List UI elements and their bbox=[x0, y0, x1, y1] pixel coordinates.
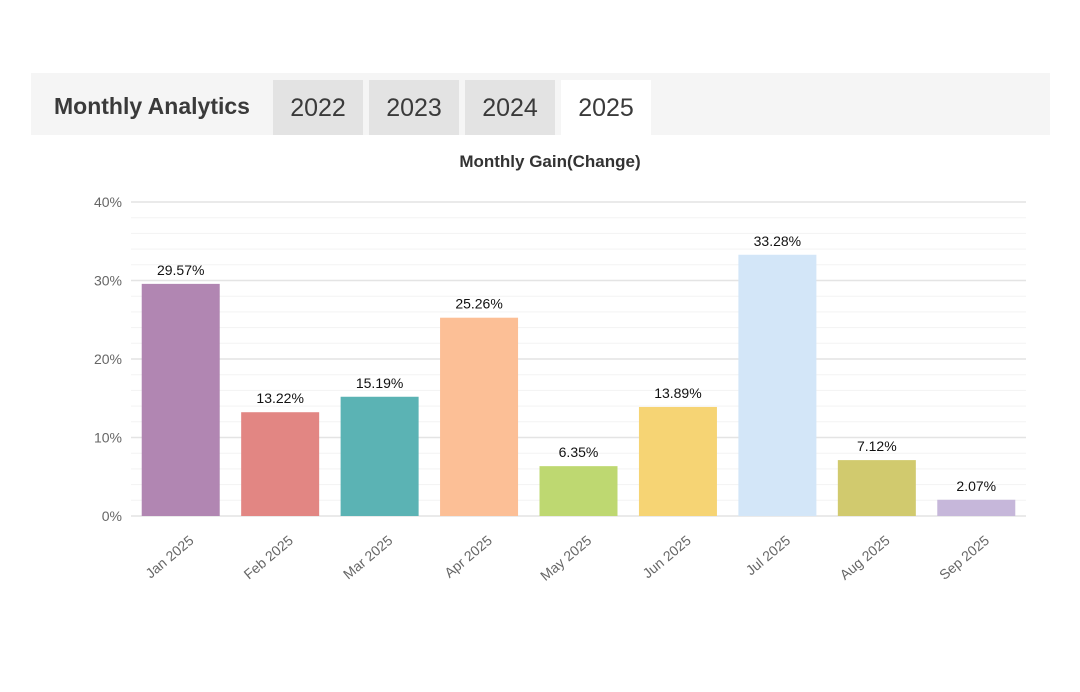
x-tick-label: Jun 2025 bbox=[639, 532, 694, 581]
data-label: 6.35% bbox=[559, 444, 599, 460]
x-tick-label: Mar 2025 bbox=[340, 532, 396, 582]
page-title: Monthly Analytics bbox=[54, 93, 250, 119]
x-tick-label: May 2025 bbox=[537, 532, 595, 584]
bar bbox=[738, 254, 817, 516]
tab-2024[interactable]: 2024 bbox=[465, 80, 555, 135]
x-axis: Jan 2025 Feb 2025 Mar 2025 Apr 2025 May 2025… bbox=[142, 532, 992, 584]
data-label: 7.12% bbox=[857, 438, 897, 454]
tab-2023[interactable]: 2023 bbox=[369, 80, 459, 135]
bar bbox=[837, 460, 916, 516]
x-tick-label: Jul 2025 bbox=[742, 532, 793, 578]
data-label: 29.57% bbox=[157, 262, 204, 278]
x-tick-label: Jan 2025 bbox=[142, 532, 197, 581]
x-tick-label: Feb 2025 bbox=[240, 532, 296, 582]
tab-2022[interactable]: 2022 bbox=[273, 80, 363, 135]
bar bbox=[141, 283, 220, 516]
y-axis: 0% 10% 20% 30% 40% bbox=[94, 194, 122, 524]
bar bbox=[937, 499, 1016, 516]
bars bbox=[141, 254, 1016, 516]
y-tick-label: 0% bbox=[102, 508, 122, 524]
data-label: 33.28% bbox=[754, 233, 801, 249]
bar bbox=[241, 412, 320, 516]
bar bbox=[340, 396, 419, 516]
x-tick-label: Apr 2025 bbox=[441, 532, 495, 581]
data-label: 13.89% bbox=[654, 385, 701, 401]
bar bbox=[440, 317, 519, 516]
data-label: 15.19% bbox=[356, 375, 403, 391]
chart-title: Monthly Gain(Change) bbox=[459, 152, 640, 171]
data-label: 2.07% bbox=[956, 478, 996, 494]
x-tick-label: Sep 2025 bbox=[936, 532, 992, 583]
data-label: 25.26% bbox=[455, 296, 502, 312]
bar bbox=[638, 406, 717, 516]
data-label: 13.22% bbox=[256, 390, 303, 406]
y-tick-label: 20% bbox=[94, 351, 122, 367]
y-tick-label: 10% bbox=[94, 430, 122, 446]
bar bbox=[539, 466, 618, 516]
analytics-header: Monthly Analytics 2022 2023 2024 2025 bbox=[31, 73, 1050, 135]
y-tick-label: 30% bbox=[94, 273, 122, 289]
data-labels: 29.57% 13.22% 15.19% 25.26% 6.35% 13.89% 33.28… bbox=[157, 233, 996, 494]
x-tick-label: Aug 2025 bbox=[837, 532, 893, 583]
tab-2025[interactable]: 2025 bbox=[561, 80, 651, 135]
y-tick-label: 40% bbox=[94, 194, 122, 210]
